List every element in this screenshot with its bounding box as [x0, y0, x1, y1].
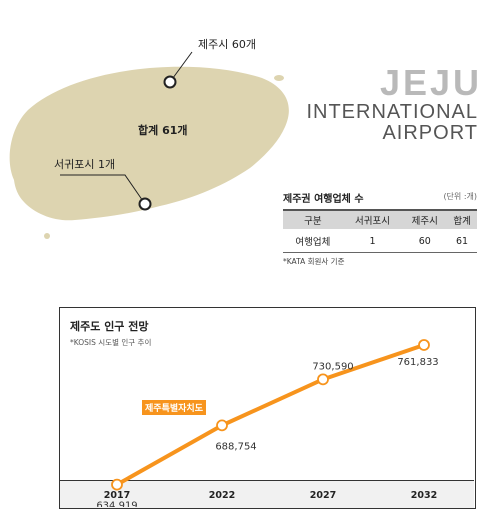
data-label: 730,590 [312, 361, 353, 372]
data-label: 761,833 [397, 357, 438, 368]
table-cell: 60 [402, 229, 448, 253]
table-cell: 61 [447, 229, 477, 253]
table-header: 서귀포시 [342, 209, 403, 229]
jeju-si-marker [163, 75, 177, 89]
table-row: 여행업체 1 60 61 [283, 229, 477, 253]
data-point [418, 339, 430, 351]
population-chart: 634,919 688,754 730,590 761,833 2017 2022 2027… [96, 339, 439, 507]
x-axis-band [60, 480, 474, 508]
series-line [116, 343, 425, 487]
udo-islet [274, 75, 284, 81]
x-tick-label: 2032 [411, 490, 437, 501]
brand-airport: AIRPORT [382, 122, 478, 144]
agency-table: 구분 서귀포시 제주시 합계 여행업체 1 60 61 [283, 209, 477, 253]
series-legend-tag [142, 400, 206, 415]
chart-title: 제주도 인구 전망 [70, 320, 149, 333]
x-tick-label: 2017 [104, 490, 130, 501]
chart-frame [59, 307, 476, 509]
table-title: 제주권 여행업체 수 [283, 194, 364, 205]
x-tick-label: 2027 [310, 490, 336, 501]
seogwipo-si-callout: 서귀포시 1개 [54, 158, 116, 171]
data-point [111, 478, 123, 491]
agency-table-block: 제주권 여행업체 수 (단위 :개) 구분 서귀포시 제주시 합계 여행업체 1… [283, 190, 477, 267]
table-cell: 1 [342, 229, 403, 253]
table-unit: (단위 :개) [443, 192, 477, 201]
x-tick-label: 2022 [209, 490, 235, 501]
brand-international: INTERNATIONAL [306, 101, 478, 123]
map-total-label: 합계 61개 [138, 124, 188, 137]
jeju-si-callout: 제주시 60개 [198, 38, 256, 51]
jeju-island-map [9, 51, 289, 239]
brand-jeju: JEJU [380, 62, 483, 103]
seogwipo-callout-line [60, 174, 146, 205]
jeju-island-shape [9, 66, 289, 221]
table-header: 구분 [283, 209, 343, 229]
series-legend-label: 제주특별자치도 [145, 402, 204, 414]
data-point [216, 419, 228, 432]
table-header: 제주시 [402, 209, 448, 229]
chart-note: *KOSIS 시도별 인구 추이 [70, 338, 152, 347]
data-label: 688,754 [215, 441, 256, 452]
table-header: 합계 [447, 209, 477, 229]
data-point [317, 373, 329, 386]
marado-islet [44, 233, 50, 239]
table-header-row: 구분 서귀포시 제주시 합계 [283, 209, 477, 229]
table-cell: 여행업체 [283, 229, 343, 253]
data-label: 634,919 [96, 501, 137, 507]
table-note: *KATA 회원사 기준 [283, 257, 345, 266]
seogwipo-si-marker [138, 197, 152, 211]
